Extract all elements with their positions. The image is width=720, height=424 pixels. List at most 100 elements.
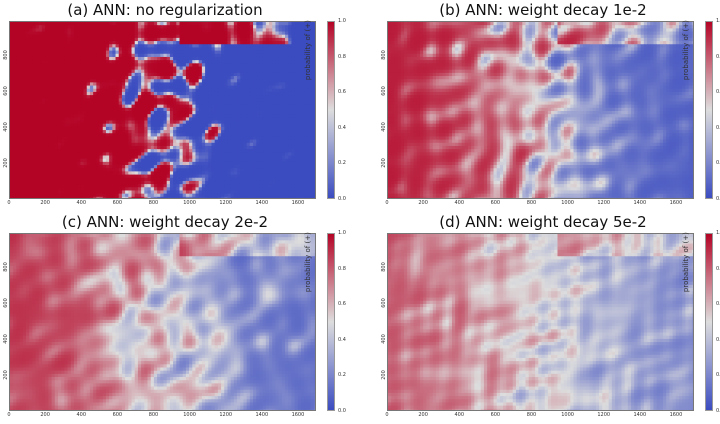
heatmap-cell [19, 63, 24, 67]
heatmap-cell [163, 41, 168, 45]
heatmap-cell [80, 85, 84, 90]
heatmap-cell [275, 76, 280, 80]
heatmap-cell [246, 142, 251, 147]
heatmap-cell [128, 104, 132, 109]
heatmap-cell [304, 44, 308, 48]
heatmap-cell [297, 41, 302, 45]
heatmap-cell [243, 171, 248, 175]
heatmap-cell [41, 136, 46, 141]
heatmap-cell [285, 44, 289, 48]
heatmap-cell [86, 171, 91, 175]
heatmap-cell [118, 53, 123, 58]
heatmap-cell [253, 53, 257, 58]
heatmap-cell [118, 165, 123, 169]
heatmap-cell [227, 130, 232, 134]
heatmap-cell [112, 168, 116, 172]
heatmap-cell [102, 41, 107, 45]
heatmap-cell [176, 28, 180, 32]
heatmap-cell [217, 56, 222, 61]
heatmap-cell [214, 161, 219, 166]
heatmap-cell [294, 133, 299, 137]
heatmap-cell [80, 101, 84, 106]
heatmap-cell [157, 53, 161, 58]
heatmap-cell [38, 79, 43, 83]
heatmap-cell [38, 50, 43, 55]
heatmap-cell [208, 174, 212, 179]
heatmap-cell [41, 168, 46, 172]
heatmap-cell [115, 37, 120, 42]
heatmap-cell [182, 117, 187, 121]
heatmap-cell [198, 66, 203, 71]
heatmap-cell [166, 123, 171, 128]
heatmap-cell [102, 63, 107, 67]
heatmap-cell [294, 95, 299, 99]
heatmap-cell [265, 171, 270, 175]
heatmap-cell [10, 139, 14, 144]
heatmap-cell [134, 31, 139, 36]
heatmap-cell [166, 50, 171, 55]
heatmap-cell [224, 79, 228, 83]
heatmap-cell [262, 53, 267, 58]
heatmap-cell [77, 123, 81, 128]
heatmap-cell [288, 34, 292, 39]
heatmap-cell [224, 37, 228, 42]
heatmap-cell [80, 126, 84, 131]
heatmap-cell [291, 130, 296, 134]
heatmap-cell [93, 76, 97, 80]
heatmap-cell [73, 88, 78, 93]
heatmap-cell [189, 117, 193, 121]
heatmap-cell [237, 31, 241, 36]
heatmap-cell [89, 139, 94, 144]
heatmap-cell [253, 136, 257, 141]
heatmap-cell [291, 111, 296, 115]
heatmap-cell [41, 126, 46, 131]
heatmap-cell [249, 123, 254, 128]
heatmap-cell [121, 180, 126, 185]
heatmap-cell [176, 88, 180, 93]
heatmap-cell [128, 56, 132, 61]
heatmap-cell [166, 104, 171, 109]
heatmap-cell [211, 76, 216, 80]
heatmap-cell [217, 28, 222, 32]
heatmap-cell [22, 111, 27, 115]
heatmap-cell [163, 145, 168, 150]
heatmap-cell [57, 114, 62, 118]
heatmap-cell [134, 28, 139, 32]
heatmap-cell [125, 28, 129, 32]
heatmap-cell [214, 31, 219, 36]
heatmap-cell [160, 123, 164, 128]
heatmap-cell [61, 101, 65, 106]
heatmap-cell [189, 174, 193, 179]
heatmap-cell [246, 76, 251, 80]
heatmap-cell [304, 50, 308, 55]
heatmap-cell [25, 82, 30, 86]
heatmap-cell [281, 161, 286, 166]
heatmap-cell [304, 177, 308, 182]
heatmap-cell [272, 31, 276, 36]
heatmap-cell [160, 72, 164, 77]
heatmap-cell [205, 95, 209, 99]
heatmap-cell [70, 63, 75, 67]
heatmap-cell [150, 63, 155, 67]
heatmap-cell [10, 82, 14, 86]
heatmap-cell [25, 145, 30, 150]
heatmap-cell [57, 53, 62, 58]
heatmap-cell [131, 149, 136, 153]
heatmap-cell [150, 56, 155, 61]
heatmap-cell [137, 142, 142, 147]
heatmap-cell [19, 180, 24, 185]
heatmap-cell [201, 161, 206, 166]
heatmap-cell [45, 136, 49, 141]
heatmap-cell [16, 180, 20, 185]
heatmap-cell [208, 25, 212, 29]
heatmap-cell [163, 66, 168, 71]
heatmap-cell [253, 104, 257, 109]
heatmap-cell [189, 161, 193, 166]
heatmap-cell [291, 79, 296, 83]
heatmap-cell [259, 149, 264, 153]
heatmap-cell [83, 149, 88, 153]
heatmap-cell [237, 44, 241, 48]
heatmap-cell [22, 41, 27, 45]
heatmap-cell [304, 37, 308, 42]
heatmap-cell [272, 136, 276, 141]
